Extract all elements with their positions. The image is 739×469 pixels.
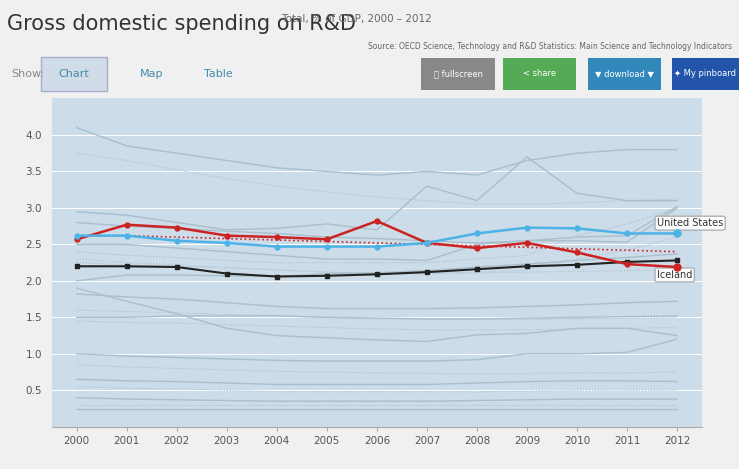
Text: Map: Map [140, 69, 163, 79]
Text: Chart: Chart [58, 69, 89, 79]
Text: Gross domestic spending on R&D: Gross domestic spending on R&D [7, 14, 356, 34]
FancyBboxPatch shape [672, 58, 739, 90]
Text: ▼ download ▼: ▼ download ▼ [595, 69, 654, 78]
Text: United States: United States [657, 218, 723, 228]
Text: Source: OECD Science, Technology and R&D Statistics: Main Science and Technology: Source: OECD Science, Technology and R&D… [367, 42, 732, 51]
Text: < share: < share [523, 69, 556, 78]
FancyBboxPatch shape [588, 58, 661, 90]
Text: Total, % of GDP, 2000 – 2012: Total, % of GDP, 2000 – 2012 [281, 14, 432, 24]
Text: ✦ My pinboard ▼: ✦ My pinboard ▼ [674, 69, 739, 78]
Text: Iceland: Iceland [657, 270, 692, 280]
FancyBboxPatch shape [503, 58, 576, 90]
Text: Show:: Show: [11, 69, 44, 79]
Text: ⛶ fullscreen: ⛶ fullscreen [434, 69, 483, 78]
FancyBboxPatch shape [41, 57, 107, 91]
Text: Table: Table [204, 69, 232, 79]
FancyBboxPatch shape [421, 58, 495, 90]
